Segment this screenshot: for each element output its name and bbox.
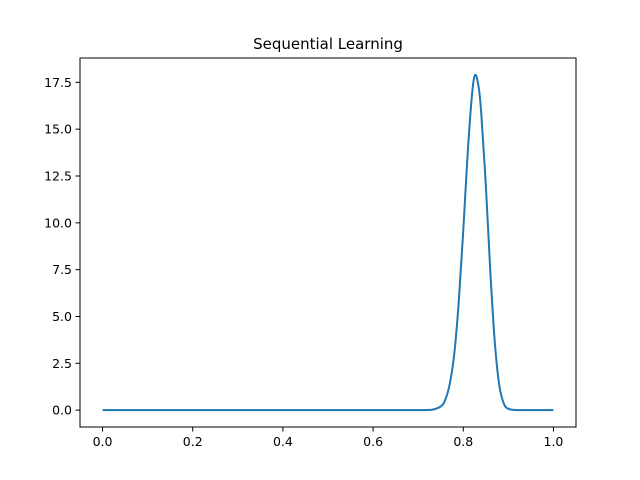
y-axis: 0.0 2.5 5.0 7.5 10.0 12.5 15.0 17.5 — [44, 75, 80, 418]
y-tick-label: 2.5 — [52, 356, 72, 371]
x-tick-label: 0.4 — [273, 434, 293, 449]
x-tick-label: 1.0 — [544, 434, 564, 449]
y-tick-label: 5.0 — [52, 309, 72, 324]
axes-frame — [79, 57, 577, 428]
x-axis: 0.0 0.2 0.4 0.6 0.8 1.0 — [93, 427, 564, 449]
x-tick-label: 0.6 — [363, 434, 383, 449]
y-tick-label: 10.0 — [44, 215, 72, 230]
x-tick-label: 0.0 — [93, 434, 113, 449]
plot-area — [102, 73, 554, 412]
chart-title: Sequential Learning — [253, 35, 403, 53]
x-tick-label: 0.8 — [453, 434, 473, 449]
y-tick-label: 0.0 — [52, 403, 72, 418]
y-tick-label: 12.5 — [44, 169, 72, 184]
y-tick-label: 15.0 — [44, 122, 72, 137]
y-tick-label: 7.5 — [52, 262, 72, 277]
y-tick-label: 17.5 — [44, 75, 72, 90]
series-line — [102, 73, 554, 412]
x-tick-label: 0.2 — [183, 434, 203, 449]
